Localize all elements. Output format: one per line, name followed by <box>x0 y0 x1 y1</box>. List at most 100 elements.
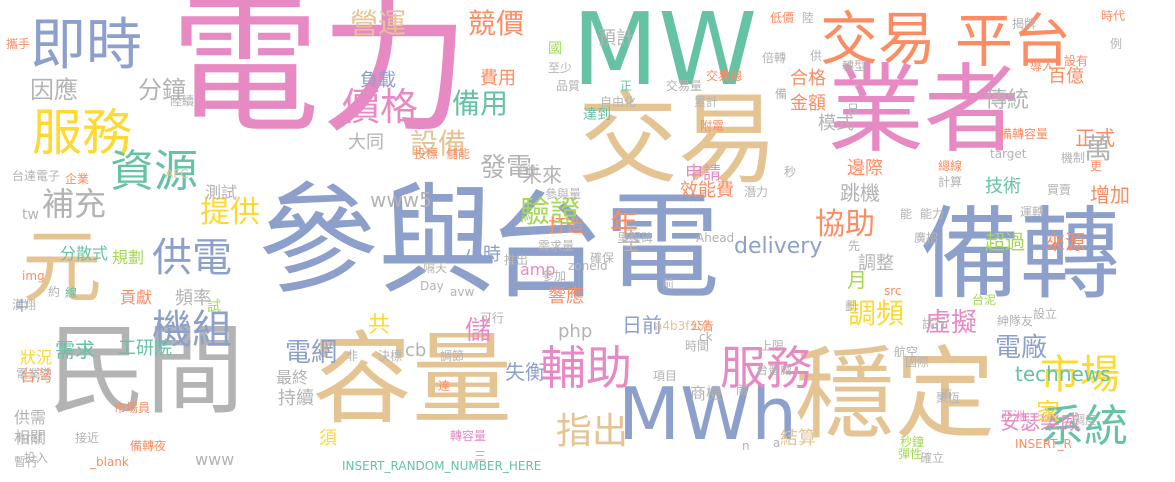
word: 前 <box>662 277 675 291</box>
word: 紳隊友 <box>997 314 1034 328</box>
word: 分鐘 <box>138 76 186 104</box>
word: 資源 <box>110 146 198 197</box>
word: 市場員 <box>114 401 151 415</box>
word: Day <box>420 279 444 293</box>
word: 中 <box>15 299 29 315</box>
word: 台電 <box>488 180 720 315</box>
word: 市場 <box>1040 352 1120 398</box>
word: 儲能 <box>446 147 471 161</box>
word: 設備 <box>410 127 467 160</box>
word: delivery <box>734 234 823 259</box>
word: 正式 <box>1075 126 1115 150</box>
word: 可行 <box>480 311 505 325</box>
word: ck <box>699 330 713 344</box>
word: 時代 <box>1101 9 1126 23</box>
word: 負載 <box>360 70 396 91</box>
word: target <box>990 147 1027 161</box>
word: 持續 <box>278 388 314 409</box>
word: 投標 <box>414 147 439 161</box>
word: 廣招 <box>914 231 939 245</box>
word: 試行 <box>922 317 947 331</box>
word: 附電 <box>700 119 725 133</box>
word: 台達電子 <box>12 169 61 183</box>
word: 備轉容量 <box>1000 127 1049 141</box>
word: 達到 <box>583 107 611 123</box>
word: 交易 <box>578 81 778 198</box>
word: 天 <box>625 224 638 238</box>
word: INSERT_R <box>1015 437 1072 451</box>
word: 百億 <box>1048 66 1084 87</box>
word: 大同 <box>348 132 384 153</box>
word: 系統 <box>1040 401 1128 452</box>
word: 非 <box>346 349 359 363</box>
word: 台灣 <box>20 366 53 385</box>
word: 邊際 <box>847 158 883 179</box>
word: 供需 <box>14 408 47 427</box>
word: AFC <box>165 167 189 181</box>
word: 業者 <box>828 54 1020 166</box>
word: 秒 <box>784 165 797 179</box>
word: 狀況 <box>20 348 53 367</box>
word: 公告 <box>690 319 715 333</box>
word: 電力 <box>170 0 471 154</box>
word: a4b3f35b <box>655 319 713 333</box>
word: 響應 <box>548 286 584 307</box>
word: MW <box>572 0 758 108</box>
word: 企業 <box>65 172 90 186</box>
word: 項目 <box>653 369 678 383</box>
word: 例 <box>1110 37 1123 51</box>
word: 提供 <box>200 195 260 230</box>
word: 國 <box>548 41 562 57</box>
word: 貢獻 <box>120 288 153 307</box>
word: 備轉夜 <box>130 439 167 453</box>
word: 航空 <box>894 345 919 359</box>
word: 攜手 <box>6 37 31 51</box>
word: avw <box>450 285 475 299</box>
word: 商機 <box>690 384 723 403</box>
word: 儲 <box>465 316 492 346</box>
word: 需求量 <box>538 239 575 253</box>
word: src <box>884 284 902 298</box>
word: 台泥 <box>972 293 997 307</box>
word: 預計 <box>598 28 634 49</box>
word: 參加 <box>542 269 567 283</box>
word: 服務 <box>32 104 132 162</box>
word: 設有 <box>1064 54 1089 68</box>
word: 接近 <box>75 431 100 445</box>
word: 累計 <box>694 95 719 109</box>
word: www <box>195 450 235 469</box>
word: 參與 <box>258 172 498 311</box>
word: 超過 <box>985 230 1025 254</box>
word: 能 <box>900 207 913 221</box>
word: 補充 <box>42 185 107 223</box>
word: 測試 <box>205 183 238 202</box>
word: 里程碑 <box>617 231 654 245</box>
word: 台普威 <box>756 363 793 377</box>
word: 暫行 <box>14 455 39 469</box>
word: 民間 <box>48 314 245 428</box>
word: 跳機 <box>840 181 880 205</box>
word: 計算 <box>938 175 963 189</box>
word: 總線 <box>938 159 963 173</box>
word: 潛力 <box>744 185 769 199</box>
word: 機制 <box>1061 151 1086 165</box>
word: 合格 <box>790 68 826 89</box>
word: 轉型 <box>842 59 867 73</box>
word: 三 <box>474 449 487 463</box>
word: 萬 <box>1084 132 1113 165</box>
word: 分散式 <box>60 244 109 263</box>
word: tw <box>22 207 39 223</box>
word: 未來 <box>522 163 562 187</box>
word: 交易量 <box>666 79 703 93</box>
word: amp <box>520 260 556 279</box>
word: 品質 <box>556 79 581 93</box>
word: 因應 <box>30 76 78 104</box>
word: 調度 <box>1073 413 1098 427</box>
word: 調整 <box>858 253 894 274</box>
word: 申請 <box>685 163 721 184</box>
word: 相關 <box>14 428 47 447</box>
word: php <box>558 321 593 342</box>
word: 輔助 <box>540 341 632 395</box>
word: a <box>773 436 781 450</box>
